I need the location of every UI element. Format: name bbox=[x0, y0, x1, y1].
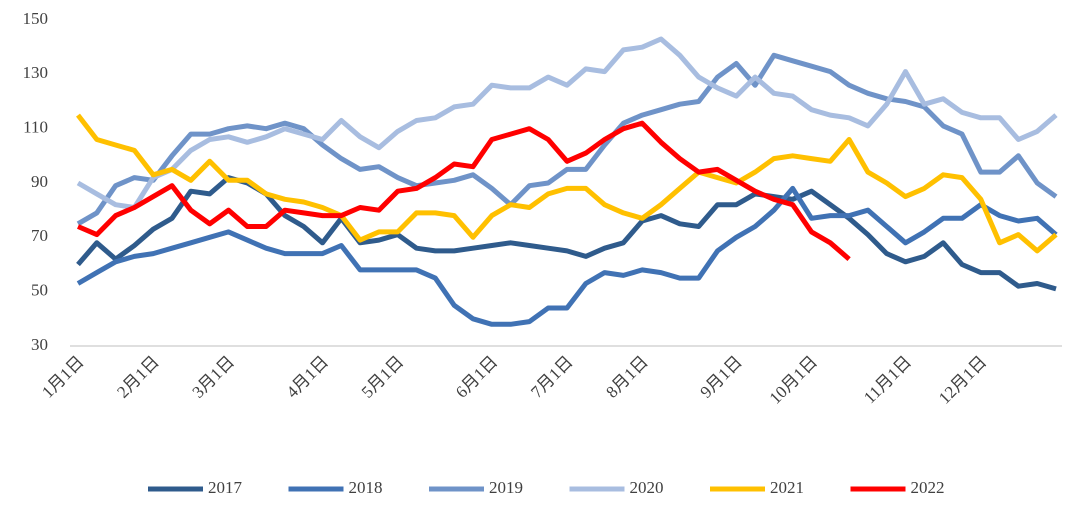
x-tick-label: 8月1日 bbox=[602, 352, 651, 401]
x-tick-label: 2月1日 bbox=[113, 352, 162, 401]
legend-label: 2022 bbox=[911, 478, 945, 497]
x-tick-label: 7月1日 bbox=[527, 352, 576, 401]
x-tick-label: 4月1日 bbox=[283, 352, 332, 401]
series-line bbox=[76, 185, 1058, 327]
y-tick-label: 50 bbox=[31, 281, 48, 300]
legend-label: 2021 bbox=[770, 478, 804, 497]
x-tick-label: 5月1日 bbox=[358, 352, 407, 401]
y-tick-label: 130 bbox=[23, 63, 49, 82]
x-tick-label: 11月1日 bbox=[860, 352, 915, 407]
legend-label: 2018 bbox=[349, 478, 383, 497]
x-tick-label: 10月1日 bbox=[766, 352, 822, 408]
series-line bbox=[76, 36, 1058, 210]
series-line bbox=[76, 113, 1058, 254]
legend-label: 2017 bbox=[208, 478, 243, 497]
x-tick-label: 1月1日 bbox=[38, 352, 87, 401]
x-tick-label: 12月1日 bbox=[935, 352, 991, 408]
y-tick-label: 110 bbox=[23, 118, 48, 137]
legend-label: 2019 bbox=[489, 478, 523, 497]
series-line bbox=[76, 52, 1058, 226]
y-tick-label: 70 bbox=[31, 226, 48, 245]
legend-label: 2020 bbox=[630, 478, 664, 497]
x-tick-label: 6月1日 bbox=[452, 352, 501, 401]
y-tick-label: 150 bbox=[23, 9, 49, 28]
series-line bbox=[77, 120, 851, 261]
y-tick-label: 30 bbox=[31, 335, 48, 354]
x-tick-label: 3月1日 bbox=[189, 352, 238, 401]
y-tick-label: 90 bbox=[31, 172, 48, 191]
x-tick-label: 9月1日 bbox=[696, 352, 745, 401]
